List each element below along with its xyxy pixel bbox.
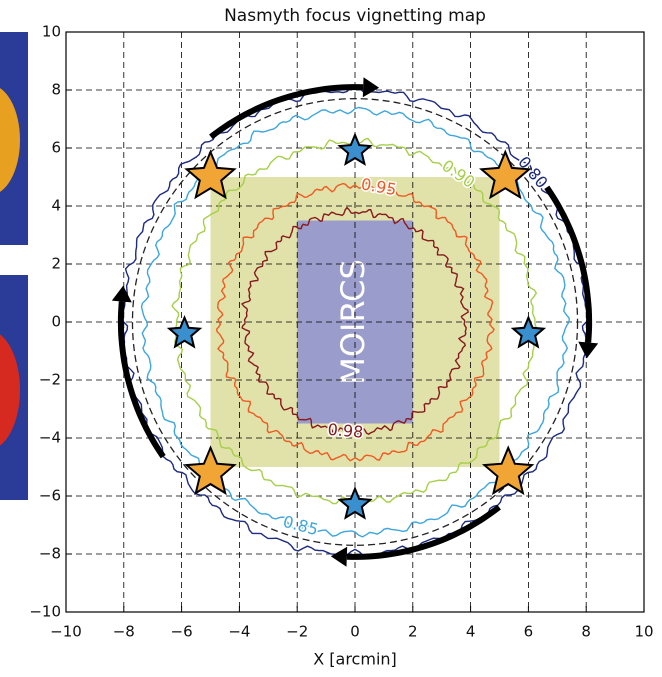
y-tick-label: 6	[51, 139, 61, 157]
side-thumbnails	[0, 32, 28, 500]
x-tick-label: 6	[524, 623, 534, 641]
x-tick-label: −2	[286, 623, 308, 641]
y-tick-label: 8	[51, 81, 61, 99]
chart-title: Nasmyth focus vignetting map	[224, 6, 486, 26]
y-tick-label: −4	[39, 429, 61, 447]
x-tick-label: −10	[50, 623, 82, 641]
contour-label: 0.98	[327, 420, 364, 442]
y-tick-label: −6	[39, 487, 61, 505]
x-tick-label: −8	[113, 623, 135, 641]
x-tick-label: 10	[634, 623, 653, 641]
x-tick-label: −4	[228, 623, 250, 641]
x-tick-label: 2	[408, 623, 418, 641]
x-tick-label: 0	[350, 623, 360, 641]
y-tick-label: 2	[51, 255, 61, 273]
y-tick-label: 0	[51, 313, 61, 331]
y-tick-label: 10	[42, 23, 61, 41]
y-tick-label: −8	[39, 545, 61, 563]
x-tick-label: 8	[581, 623, 591, 641]
y-tick-label: 4	[51, 197, 61, 215]
x-axis-label: X [arcmin]	[313, 650, 397, 669]
y-tick-label: −10	[29, 603, 61, 621]
chart: Nasmyth focus vignetting map X [arcmin] …	[0, 0, 662, 677]
x-tick-label: −6	[171, 623, 193, 641]
y-tick-label: −2	[39, 371, 61, 389]
x-tick-label: 4	[466, 623, 476, 641]
